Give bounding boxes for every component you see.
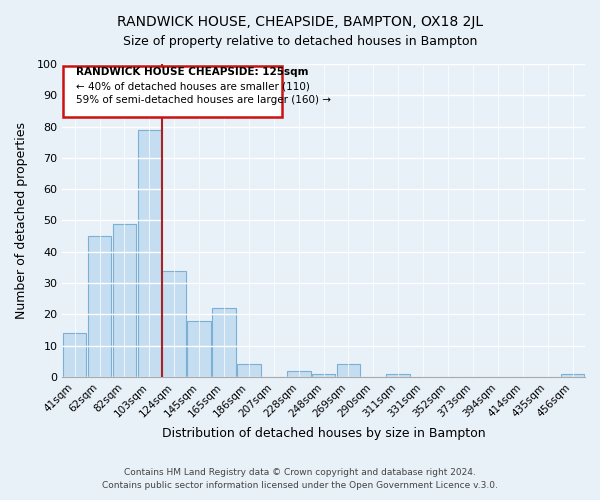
Bar: [337, 364, 361, 377]
Text: RANDWICK HOUSE, CHEAPSIDE, BAMPTON, OX18 2JL: RANDWICK HOUSE, CHEAPSIDE, BAMPTON, OX18…: [117, 15, 483, 29]
Bar: [137, 130, 161, 377]
Text: Contains HM Land Registry data © Crown copyright and database right 2024.
Contai: Contains HM Land Registry data © Crown c…: [102, 468, 498, 490]
Bar: [187, 320, 211, 377]
Text: ← 40% of detached houses are smaller (110): ← 40% of detached houses are smaller (11…: [76, 81, 310, 91]
FancyBboxPatch shape: [62, 66, 282, 117]
Bar: [113, 224, 136, 377]
Y-axis label: Number of detached properties: Number of detached properties: [15, 122, 28, 319]
Bar: [212, 308, 236, 377]
Bar: [63, 333, 86, 377]
X-axis label: Distribution of detached houses by size in Bampton: Distribution of detached houses by size …: [162, 427, 485, 440]
Bar: [163, 270, 186, 377]
Bar: [287, 370, 311, 377]
Bar: [312, 374, 335, 377]
Bar: [237, 364, 261, 377]
Text: RANDWICK HOUSE CHEAPSIDE: 125sqm: RANDWICK HOUSE CHEAPSIDE: 125sqm: [76, 67, 308, 77]
Text: Size of property relative to detached houses in Bampton: Size of property relative to detached ho…: [123, 35, 477, 48]
Bar: [88, 236, 112, 377]
Text: 59% of semi-detached houses are larger (160) →: 59% of semi-detached houses are larger (…: [76, 96, 331, 106]
Bar: [386, 374, 410, 377]
Bar: [561, 374, 584, 377]
